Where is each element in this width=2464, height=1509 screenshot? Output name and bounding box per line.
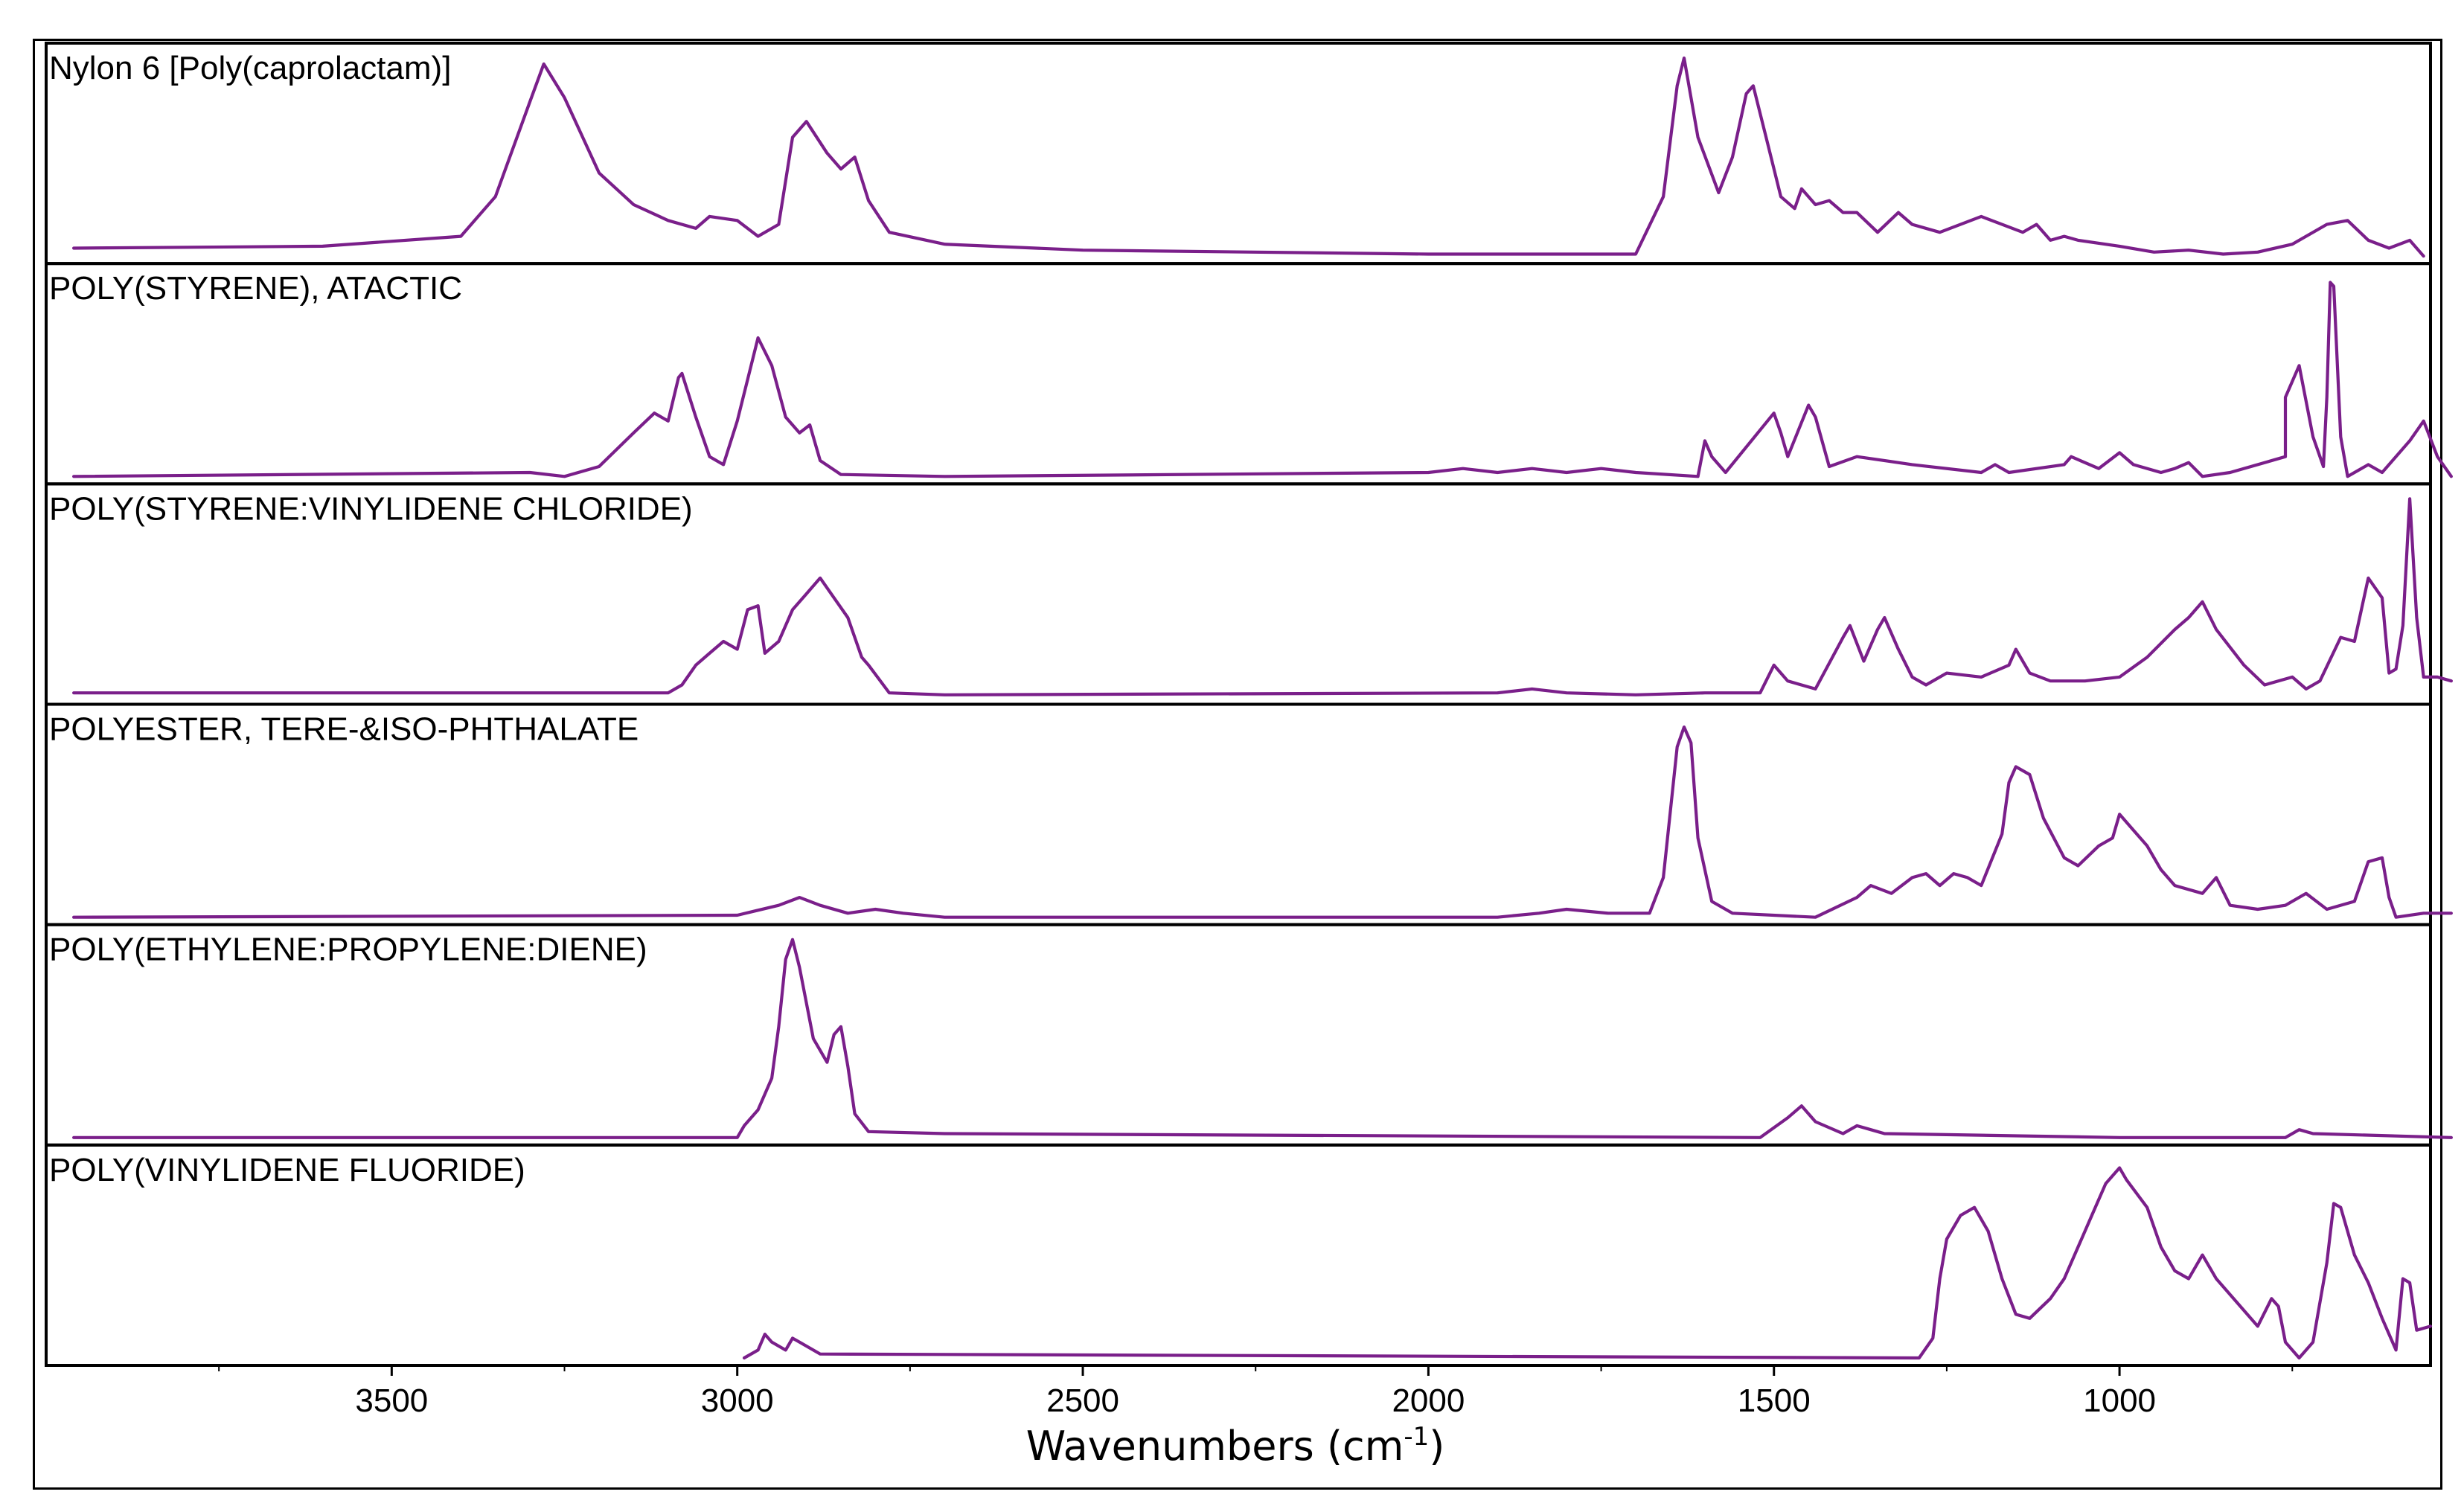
spectrum-panels: Nylon 6 [Poly(caprolactam)] POLY(STYRENE)… — [45, 42, 2453, 1368]
spectrum-label: POLYESTER, TERE-&ISO-PHTHALATE — [49, 711, 639, 748]
spectrum-panel: POLY(VINYLIDENE FLUORIDE) — [45, 1143, 2433, 1368]
x-axis-title-superscript: -1 — [1404, 1422, 1429, 1452]
x-tick-label: 2500 — [1046, 1383, 1119, 1419]
x-axis-title: Wavenumbers (cm-1) — [1026, 1422, 1445, 1470]
spectrum-line — [72, 281, 2453, 478]
spectrum-panel: Nylon 6 [Poly(caprolactam)] — [45, 42, 2432, 266]
x-tick-label: 1500 — [1738, 1383, 1811, 1419]
spectrum-line — [72, 725, 2453, 919]
spectrum-label: POLY(VINYLIDENE FLUORIDE) — [49, 1152, 525, 1188]
spectrum-line — [742, 1166, 2433, 1360]
spectrum-panel: POLY(ETHYLENE:PROPYLENE:DIENE) — [45, 923, 2453, 1147]
spectrum-label: Nylon 6 [Poly(caprolactam)] — [49, 50, 451, 86]
spectrum-label: POLY(STYRENE:VINYLIDENE CHLORIDE) — [49, 490, 693, 527]
spectrum-label: POLY(STYRENE), ATACTIC — [49, 270, 462, 307]
x-axis-title-close: ) — [1429, 1423, 1444, 1470]
spectrum-panel: POLY(STYRENE:VINYLIDENE CHLORIDE) — [45, 482, 2453, 706]
spectrum-label: POLY(ETHYLENE:PROPYLENE:DIENE) — [49, 932, 647, 968]
spectrum-line — [72, 56, 2425, 258]
x-axis-title-main: Wavenumbers (cm — [1026, 1423, 1404, 1470]
spectrum-panel: POLYESTER, TERE-&ISO-PHTHALATE — [45, 702, 2453, 926]
panel-border — [45, 1143, 2432, 1368]
x-tick-label: 2000 — [1392, 1383, 1465, 1419]
x-tick-label: 3500 — [355, 1383, 428, 1419]
x-tick-label: 3000 — [701, 1383, 774, 1419]
chart-frame — [33, 39, 2442, 1490]
x-axis: 3500 3000 2500 2000 1500 1000 — [218, 1365, 2294, 1419]
x-tick-label: 1000 — [2083, 1383, 2156, 1419]
spectrum-line — [72, 938, 2453, 1139]
spectrum-panel: POLY(STYRENE), ATACTIC — [45, 262, 2453, 486]
spectrum-line — [72, 497, 2453, 696]
